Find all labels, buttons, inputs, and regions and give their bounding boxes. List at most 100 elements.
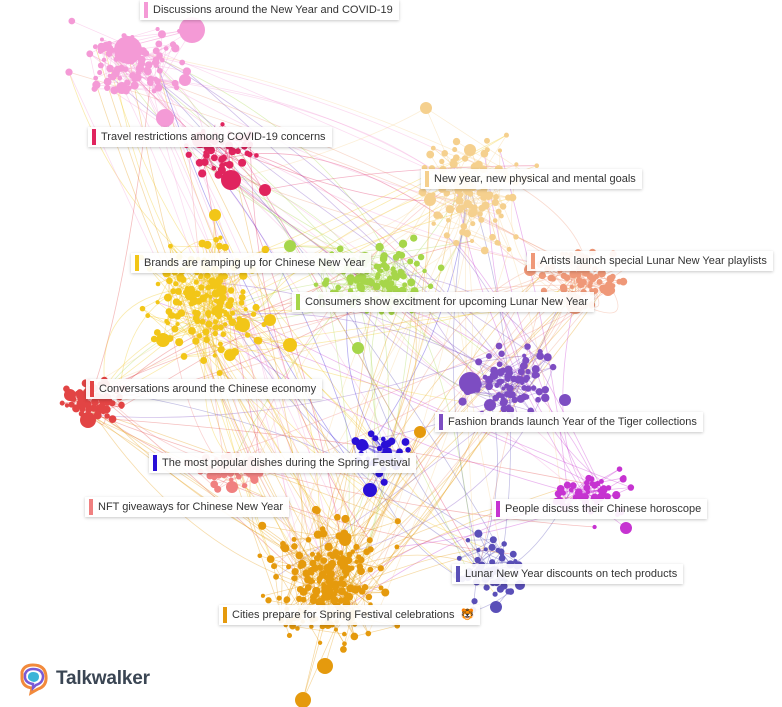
graph-node-playlists	[550, 276, 556, 282]
graph-node-travel	[198, 169, 207, 178]
graph-node-economy	[119, 404, 124, 409]
graph-node-brands	[174, 312, 181, 320]
graph-node-goals	[480, 246, 489, 255]
cluster-label-brands: Brands are ramping up for Chinese New Ye…	[131, 253, 372, 273]
cluster-color-bar	[89, 499, 93, 515]
graph-node-covid-ny	[147, 79, 154, 86]
graph-node-cities	[363, 548, 371, 556]
graph-edge	[543, 284, 610, 292]
graph-node-cities	[340, 645, 347, 653]
graph-node-covid-ny	[109, 73, 117, 81]
graph-node-fashion	[536, 352, 545, 360]
graph-node-cities	[324, 542, 333, 551]
graph-node-brands	[216, 242, 223, 250]
graph-node-brands	[155, 281, 161, 287]
cluster-label-text: NFT giveaways for Chinese New Year	[98, 501, 284, 513]
graph-edge	[270, 539, 346, 560]
graph-node-covid-ny	[109, 47, 116, 53]
graph-edge	[195, 295, 207, 342]
graph-edge	[397, 190, 461, 277]
graph-node-dishes	[380, 436, 386, 442]
graph-node-cities	[365, 593, 373, 601]
graph-node-travel	[185, 151, 192, 158]
graph-node-brands	[213, 298, 219, 304]
graph-node-goals	[446, 217, 451, 223]
graph-node-brands	[150, 335, 158, 343]
graph-node-covid-ny	[103, 77, 112, 86]
graph-node-brands	[217, 345, 225, 354]
graph-node-tech	[509, 550, 517, 558]
graph-edge	[147, 315, 291, 346]
graph-node-cities	[365, 630, 372, 637]
graph-node-goals	[484, 137, 490, 144]
graph-node-goals	[439, 158, 445, 165]
graph-node-cities	[339, 534, 351, 546]
graph-node-excitement	[394, 275, 400, 281]
graph-node-brands	[224, 311, 230, 317]
graph-edge	[288, 546, 329, 568]
graph-node-goals	[497, 148, 503, 153]
cluster-label-excitement: Consumers show excitment for upcoming Lu…	[292, 292, 595, 312]
graph-edge	[282, 195, 489, 548]
graph-node-horoscope	[568, 487, 574, 493]
graph-node-playlists	[563, 274, 571, 282]
graph-node-cities	[310, 564, 319, 573]
graph-node-tech	[489, 559, 496, 566]
graph-node-cities	[309, 597, 317, 604]
graph-node-playlists	[587, 283, 593, 289]
graph-node-horoscope	[591, 482, 598, 489]
graph-node-cities	[330, 596, 339, 605]
graph-node-tech	[476, 547, 481, 553]
graph-edge	[143, 52, 187, 72]
graph-node-covid-ny	[171, 79, 179, 87]
graph-edge	[142, 308, 176, 330]
graph-node-goals	[489, 233, 496, 241]
graph-node-covid-ny	[86, 50, 94, 58]
graph-node-cities	[271, 563, 278, 570]
graph-node-playlists	[538, 271, 546, 280]
graph-node-goals	[460, 223, 468, 230]
graph-node-cities	[299, 560, 304, 565]
graph-node-goals	[455, 205, 464, 214]
graph-edge	[282, 547, 315, 602]
graph-edge	[511, 197, 570, 300]
graph-node-playlists	[569, 284, 574, 289]
graph-node-nft	[206, 472, 214, 480]
graph-node-dishes	[356, 439, 368, 451]
graph-node-goals	[467, 203, 474, 209]
graph-node-covid-ny	[142, 49, 150, 57]
graph-node-economy	[91, 398, 99, 406]
graph-edge	[331, 199, 431, 626]
graph-node-cities	[333, 627, 338, 632]
graph-edge	[214, 194, 434, 287]
graph-node-dishes	[376, 445, 383, 452]
graph-edge	[79, 187, 474, 394]
graph-node-horoscope	[569, 482, 577, 490]
graph-node-covid-ny	[157, 30, 166, 39]
graph-node-nft	[210, 480, 219, 489]
graph-node-brands	[170, 288, 177, 295]
graph-node-covid-ny	[144, 61, 153, 69]
graph-node-brands	[196, 333, 203, 339]
graph-edge	[147, 315, 222, 350]
graph-edge	[214, 316, 220, 356]
graph-node-brands	[227, 287, 235, 294]
graph-node-goals	[508, 193, 517, 202]
graph-node-fashion	[496, 361, 503, 368]
graph-node-excitement	[407, 258, 414, 265]
graph-edge	[169, 320, 198, 339]
graph-edge	[431, 158, 466, 169]
graph-node-horoscope	[556, 485, 565, 493]
graph-node-covid-ny	[118, 64, 126, 72]
graph-node-brands	[264, 314, 276, 326]
graph-node-goals	[472, 204, 478, 210]
graph-node-tech	[513, 559, 518, 564]
graph-edge	[316, 168, 484, 596]
graph-node-covid-ny	[97, 62, 104, 69]
graph-node-excitement	[372, 282, 381, 291]
graph-node-fashion	[506, 386, 512, 392]
graph-node-brands	[139, 305, 146, 312]
graph-node-economy	[79, 407, 86, 413]
graph-node-fashion	[525, 368, 531, 375]
graph-node-brands	[176, 273, 185, 282]
